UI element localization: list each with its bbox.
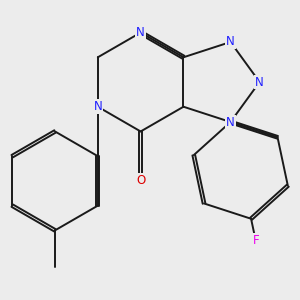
Text: N: N: [136, 26, 145, 39]
Text: N: N: [255, 76, 264, 88]
Text: N: N: [226, 35, 235, 49]
Text: O: O: [136, 174, 145, 188]
Text: N: N: [94, 100, 102, 113]
Text: N: N: [226, 116, 235, 128]
Text: F: F: [252, 234, 259, 247]
